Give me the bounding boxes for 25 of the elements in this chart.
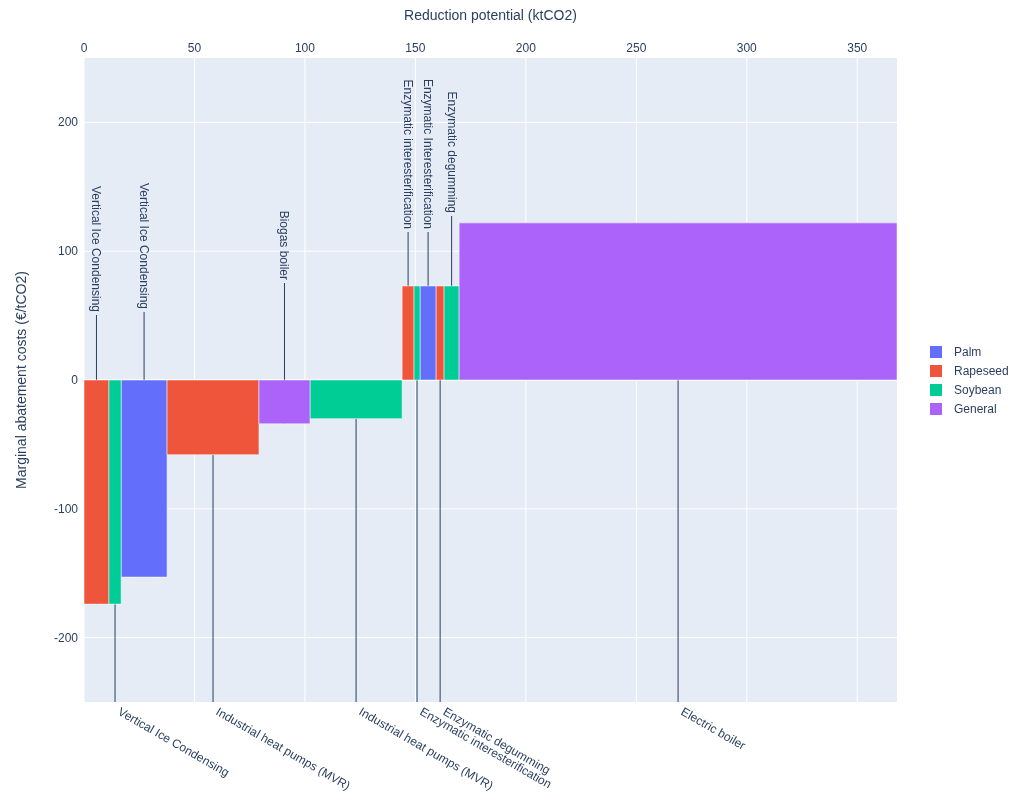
annotation: Vertical Ice Condensing [137,182,152,309]
y-tick-label: 0 [71,373,79,387]
x-tick-label: 200 [515,41,537,55]
x-tick-label: 300 [736,41,758,55]
annotation: Enzymatic interesterification [401,79,416,229]
y-tick-label: 200 [57,115,79,130]
annotation: Vertical Ice Condensing [89,185,104,312]
x-tick-label: 0 [80,41,88,55]
annotation: Biogas boiler [277,210,292,280]
y-tick-label: 100 [57,244,79,259]
y-tick-label: -100 [53,501,79,516]
x-tick-label: 250 [626,41,647,55]
x-tick-label: 50 [187,41,202,55]
annotation: Enzymatic degumming [444,91,459,213]
legend-label: General [954,402,997,416]
annotation: Enzymatic Interesterification [421,78,436,229]
x-axis-title: Reduction potential (ktCO2) [404,7,577,23]
y-axis-title: Marginal abatement costs (€/tCO2) [13,271,29,489]
x-tick-label: 350 [847,41,868,55]
legend-label: Soybean [954,383,1002,397]
legend-label: Rapeseed [954,364,1009,378]
legend-label: Palm [954,345,982,359]
x-tick-label: 150 [405,41,426,55]
x-tick-label: 100 [294,41,316,55]
y-tick-label: -200 [53,630,79,645]
